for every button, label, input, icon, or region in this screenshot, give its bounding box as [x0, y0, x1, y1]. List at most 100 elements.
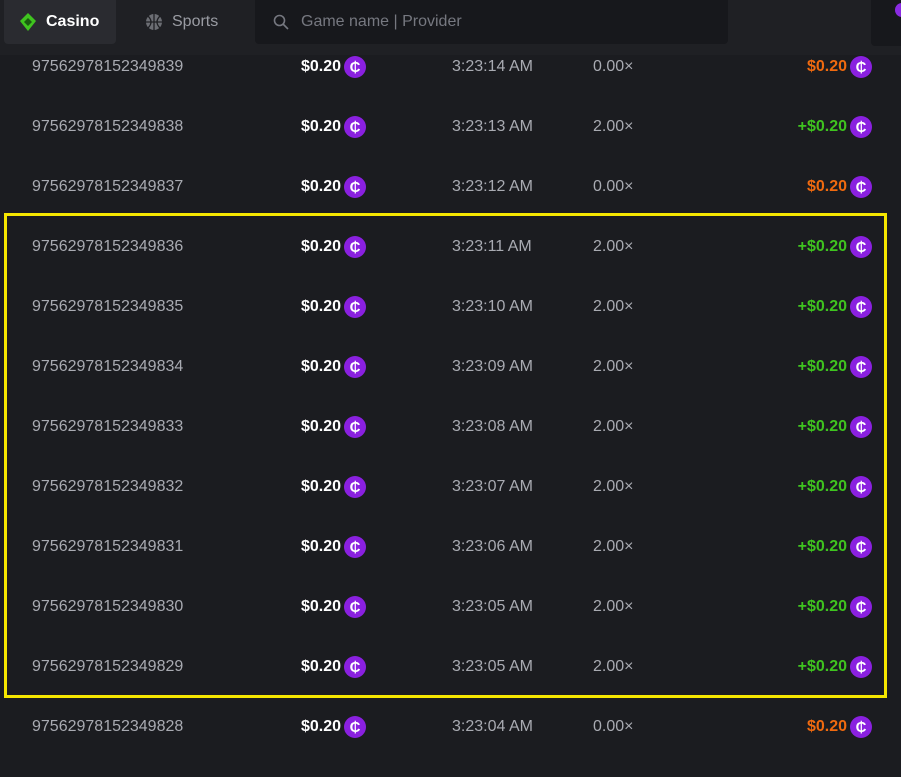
coin-icon: ₵	[344, 356, 366, 378]
payout: +$0.20 ₵	[798, 536, 872, 558]
bet-amount: $0.20 ₵	[301, 116, 366, 138]
casino-icon	[20, 13, 36, 31]
bet-value: $0.20	[300, 418, 341, 435]
payout-value: +$0.20	[797, 598, 847, 615]
coin-icon: ₵	[344, 236, 366, 258]
table-row[interactable]: 97562978152349838 $0.20 ₵ 3:23:13 AM 2.00…	[0, 97, 901, 157]
payout: +$0.20 ₵	[798, 656, 872, 678]
bet-amount: $0.20 ₵	[301, 476, 366, 498]
table-row[interactable]: 97562978152349833 $0.20 ₵ 3:23:08 AM 2.00…	[0, 397, 901, 457]
payout-value: +$0.20	[797, 298, 847, 315]
payout-value: $0.20	[806, 718, 847, 735]
bet-id[interactable]: 97562978152349831	[32, 538, 184, 555]
bet-value: $0.20	[300, 718, 341, 735]
multiplier: 2.00×	[593, 418, 634, 435]
bet-time: 3:23:08 AM	[452, 418, 533, 435]
multiplier: 2.00×	[593, 238, 634, 255]
coin-icon: ₵	[344, 56, 366, 78]
coin-icon: ₵	[344, 656, 366, 678]
bet-time: 3:23:10 AM	[452, 298, 533, 315]
payout-value: +$0.20	[797, 418, 847, 435]
bet-id[interactable]: 97562978152349835	[32, 298, 184, 315]
bet-value: $0.20	[300, 298, 341, 315]
bet-time: 3:23:12 AM	[452, 178, 533, 195]
bet-time: 3:23:09 AM	[452, 358, 533, 375]
bet-value: $0.20	[300, 358, 341, 375]
bet-amount: $0.20 ₵	[301, 236, 366, 258]
bet-amount: $0.20 ₵	[301, 536, 366, 558]
bet-value: $0.20	[300, 658, 341, 675]
search-placeholder: Game name | Provider	[301, 13, 462, 30]
multiplier: 2.00×	[593, 358, 634, 375]
tab-sports-label: Sports	[172, 13, 219, 30]
tab-casino-label: Casino	[46, 13, 100, 30]
bet-id[interactable]: 97562978152349828	[32, 718, 184, 735]
tab-sports[interactable]: Sports	[130, 0, 232, 44]
coin-icon: ₵	[850, 356, 872, 378]
wallet-button[interactable]	[871, 0, 901, 46]
table-row[interactable]: 97562978152349834 $0.20 ₵ 3:23:09 AM 2.00…	[0, 337, 901, 397]
bet-id[interactable]: 97562978152349838	[32, 118, 184, 135]
bet-id[interactable]: 97562978152349836	[32, 238, 184, 255]
coin-icon: ₵	[344, 116, 366, 138]
bet-amount: $0.20 ₵	[301, 596, 366, 618]
bet-id[interactable]: 97562978152349837	[32, 178, 184, 195]
bet-id[interactable]: 97562978152349834	[32, 358, 184, 375]
coin-icon: ₵	[850, 296, 872, 318]
bet-time: 3:23:06 AM	[452, 538, 533, 555]
coin-icon: ₵	[344, 596, 366, 618]
payout: +$0.20 ₵	[798, 296, 872, 318]
bet-time: 3:23:14 AM	[452, 58, 533, 75]
bet-id[interactable]: 97562978152349830	[32, 598, 184, 615]
bet-id[interactable]: 97562978152349832	[32, 478, 184, 495]
multiplier: 2.00×	[593, 538, 634, 555]
table-row[interactable]: 97562978152349839 $0.20 ₵ 3:23:14 AM 0.00…	[0, 37, 901, 97]
multiplier: 0.00×	[593, 58, 634, 75]
coin-icon: ₵	[850, 596, 872, 618]
tab-casino[interactable]: Casino	[4, 0, 116, 44]
table-row[interactable]: 97562978152349828 $0.20 ₵ 3:23:04 AM 0.00…	[0, 697, 901, 757]
coin-icon: ₵	[344, 176, 366, 198]
coin-icon: ₵	[850, 56, 872, 78]
payout-value: +$0.20	[797, 658, 847, 675]
bet-amount: $0.20 ₵	[301, 56, 366, 78]
coin-icon: ₵	[344, 536, 366, 558]
table-row[interactable]: 97562978152349830 $0.20 ₵ 3:23:05 AM 2.00…	[0, 577, 901, 637]
table-row[interactable]: 97562978152349829 $0.20 ₵ 3:23:05 AM 2.00…	[0, 637, 901, 697]
bet-value: $0.20	[300, 118, 341, 135]
coin-icon	[895, 3, 901, 17]
bet-amount: $0.20 ₵	[301, 296, 366, 318]
table-row[interactable]: 97562978152349837 $0.20 ₵ 3:23:12 AM 0.00…	[0, 157, 901, 217]
bet-time: 3:23:05 AM	[452, 658, 533, 675]
coin-icon: ₵	[850, 656, 872, 678]
search-input[interactable]: Game name | Provider	[255, 0, 728, 44]
bet-value: $0.20	[300, 598, 341, 615]
payout-value: $0.20	[806, 58, 847, 75]
bet-time: 3:23:04 AM	[452, 718, 533, 735]
bet-value: $0.20	[300, 478, 341, 495]
coin-icon: ₵	[850, 416, 872, 438]
multiplier: 2.00×	[593, 298, 634, 315]
payout: +$0.20 ₵	[798, 356, 872, 378]
search-icon	[273, 14, 289, 30]
bet-id[interactable]: 97562978152349839	[32, 58, 184, 75]
bet-value: $0.20	[300, 238, 341, 255]
coin-icon: ₵	[344, 416, 366, 438]
table-row[interactable]: 97562978152349831 $0.20 ₵ 3:23:06 AM 2.00…	[0, 517, 901, 577]
multiplier: 2.00×	[593, 658, 634, 675]
table-row[interactable]: 97562978152349835 $0.20 ₵ 3:23:10 AM 2.00…	[0, 277, 901, 337]
bet-amount: $0.20 ₵	[301, 716, 366, 738]
coin-icon: ₵	[344, 476, 366, 498]
bet-id[interactable]: 97562978152349833	[32, 418, 184, 435]
top-nav: Casino Sports Game name | Provider	[0, 0, 901, 55]
payout: +$0.20 ₵	[798, 596, 872, 618]
bet-history-list: 97562978152349839 $0.20 ₵ 3:23:14 AM 0.00…	[0, 37, 901, 757]
bet-id[interactable]: 97562978152349829	[32, 658, 184, 675]
payout: $0.20 ₵	[807, 716, 872, 738]
payout: $0.20 ₵	[807, 56, 872, 78]
coin-icon: ₵	[850, 236, 872, 258]
multiplier: 2.00×	[593, 598, 634, 615]
table-row[interactable]: 97562978152349836 $0.20 ₵ 3:23:11 AM 2.00…	[0, 217, 901, 277]
table-row[interactable]: 97562978152349832 $0.20 ₵ 3:23:07 AM 2.00…	[0, 457, 901, 517]
bet-value: $0.20	[300, 538, 341, 555]
